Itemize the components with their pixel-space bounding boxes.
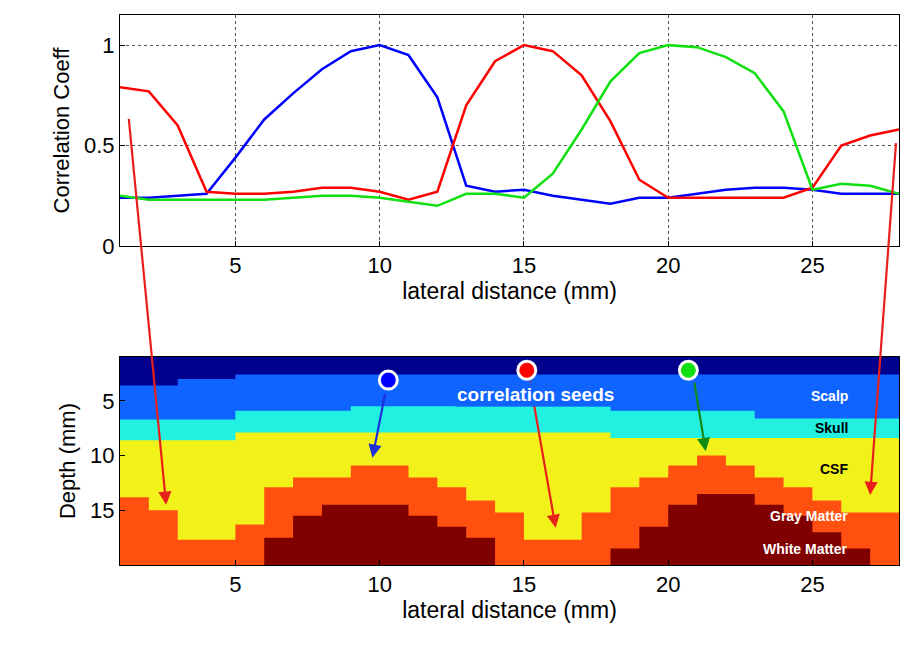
svg-text:Depth (mm): Depth (mm)	[55, 403, 80, 519]
svg-text:lateral distance (mm): lateral distance (mm)	[402, 278, 617, 304]
svg-text:20: 20	[656, 572, 680, 597]
svg-text:10: 10	[367, 253, 391, 278]
svg-text:Scalp: Scalp	[811, 388, 848, 404]
svg-text:correlation seeds: correlation seeds	[457, 384, 614, 405]
svg-text:Gray Matter: Gray Matter	[770, 508, 848, 524]
svg-text:25: 25	[800, 572, 824, 597]
svg-text:0.5: 0.5	[84, 133, 115, 158]
svg-text:Skull: Skull	[815, 420, 848, 436]
svg-text:CSF: CSF	[820, 461, 848, 477]
svg-text:15: 15	[512, 253, 536, 278]
svg-text:0: 0	[102, 234, 114, 259]
svg-text:5: 5	[229, 253, 241, 278]
svg-text:lateral distance (mm): lateral distance (mm)	[402, 597, 617, 623]
svg-text:5: 5	[229, 572, 241, 597]
svg-text:10: 10	[90, 443, 114, 468]
svg-text:15: 15	[90, 498, 114, 523]
svg-text:1: 1	[102, 33, 114, 58]
svg-text:5: 5	[102, 389, 114, 414]
svg-text:Correlation Coeff: Correlation Coeff	[49, 47, 74, 214]
svg-text:15: 15	[512, 572, 536, 597]
svg-text:25: 25	[800, 253, 824, 278]
svg-text:White Matter: White Matter	[763, 541, 848, 557]
svg-text:20: 20	[656, 253, 680, 278]
svg-text:10: 10	[367, 572, 391, 597]
